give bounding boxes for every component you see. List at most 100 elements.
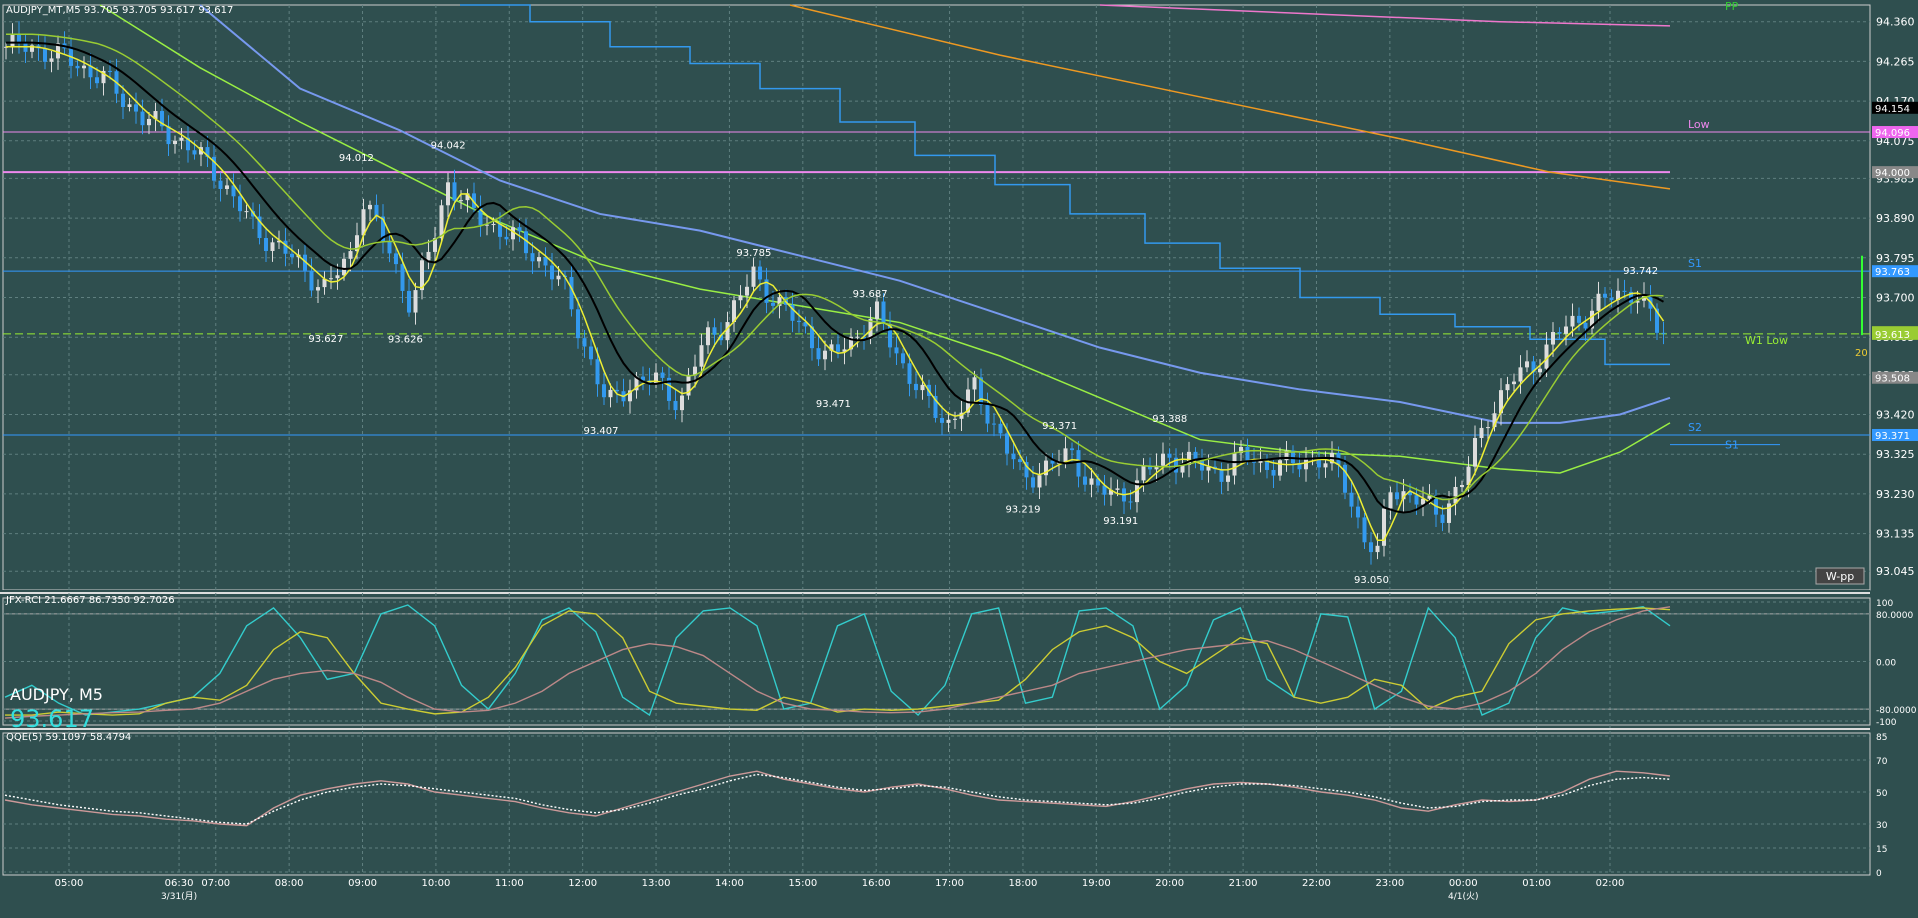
candle-body [1505,384,1510,391]
candle-body [862,336,866,339]
candle-body [589,346,593,360]
qqe-pane[interactable]: 85 70 50 30 15 0 [3,733,1888,879]
candle-body [1154,465,1159,470]
candle-body [914,383,918,391]
candle-body [270,242,275,251]
candle-body [1460,485,1464,487]
candle-body [10,33,15,47]
candle-body [1284,450,1289,461]
candle-body [1492,413,1497,428]
candle-body [1011,453,1016,460]
candle-body [985,405,990,424]
time-tick-label: 02:00 [1596,878,1625,889]
candle-body [1076,450,1081,477]
level-label: W1 Low [1745,334,1788,347]
candle-body [1193,451,1198,460]
candle-body [1570,315,1575,327]
candle-body [790,304,795,321]
candle-body [1083,476,1087,485]
candle-body [1317,458,1321,468]
axis-price-badge [1872,428,1918,441]
candle-body [277,240,281,243]
candle-body [693,366,697,376]
candle-body [335,275,340,279]
candle-body [374,204,379,217]
candle-body [17,33,21,43]
candle-body [972,377,977,390]
axis-price-badge-label: 93.508 [1875,374,1910,385]
time-tick-label: 22:00 [1302,878,1331,889]
candle-body [1635,300,1640,303]
time-tick-label: 19:00 [1082,878,1111,889]
price-annotation: 93.627 [308,334,343,345]
price-annotation: 93.371 [1042,421,1077,432]
candle-body [998,423,1003,434]
candle-body [680,395,684,411]
candle-body [1551,332,1555,345]
candle-body [1102,485,1107,495]
candle-body [218,180,223,189]
candle-body [504,236,509,240]
rci-tick-label: -100 [1876,718,1897,728]
ma-yellow-line [6,46,1665,541]
candle-body [556,275,561,280]
rci-pane[interactable]: 100 80.0000 0.00 -80.0000 -100 [3,599,1917,728]
candle-body [979,377,983,406]
qqe-series-line [4,773,1671,825]
candle-body [173,140,177,145]
candle-body [101,70,106,84]
candle-body [1544,344,1549,369]
candle-body [1128,501,1133,503]
candle-body [842,349,847,352]
candle-body [166,126,171,145]
candle-body [381,216,385,242]
candle-body [283,240,288,254]
candle-body [1531,361,1536,373]
candle-body [881,301,886,324]
candle-body [1616,290,1620,301]
price-pane[interactable]: PP Low S1 W1 Low S2 S1 94.012 94.042 93.627 93.62… [3,0,1870,586]
price-tick-label: 93.700 [1876,292,1915,305]
candle-body [1622,290,1627,292]
rci-tick-label: 0.00 [1876,659,1896,669]
rci-series-line [4,604,1671,717]
grid [0,4,1871,876]
candle-body [231,185,236,197]
axis-price-badge [1872,265,1918,278]
candle-body [530,253,535,262]
time-tick-label: 23:00 [1375,878,1404,889]
candle-body [368,204,372,210]
candle-body [1148,465,1152,470]
candle-body [446,182,450,206]
candle-body [1044,460,1048,476]
candle-body [1271,469,1276,476]
candle-body [1453,486,1458,504]
candle-body [160,111,164,127]
candle-body [264,237,268,251]
candle-body [1382,508,1386,546]
candle-body [1278,460,1282,476]
time-tick-label: 11:00 [495,878,524,889]
price-annotation: 93.388 [1152,414,1187,425]
pivot-staircase-line [460,4,1670,366]
candle-body [907,363,912,384]
ma-lightgreen-line [6,33,1664,501]
price-annotation: 93.050 [1354,575,1389,586]
candle-body [49,58,54,62]
axis-price-badge-label: 94.154 [1875,104,1910,115]
wpp-button[interactable]: W-pp [1815,567,1865,585]
watermark-price: 93.617 [10,705,94,733]
candle-body [1525,361,1529,368]
price-annotation: 93.219 [1005,504,1040,515]
time-tick-label: 12:00 [568,878,597,889]
candle-body [1167,453,1172,458]
time-tick-label: 15:00 [788,878,817,889]
candle-body [1304,459,1308,470]
candle-body [147,118,151,126]
candle-body [426,251,431,261]
candle-body [1024,462,1029,478]
candle-body [498,224,502,237]
rci-tick-label: 100 [1876,599,1893,609]
candle-body [108,70,112,72]
